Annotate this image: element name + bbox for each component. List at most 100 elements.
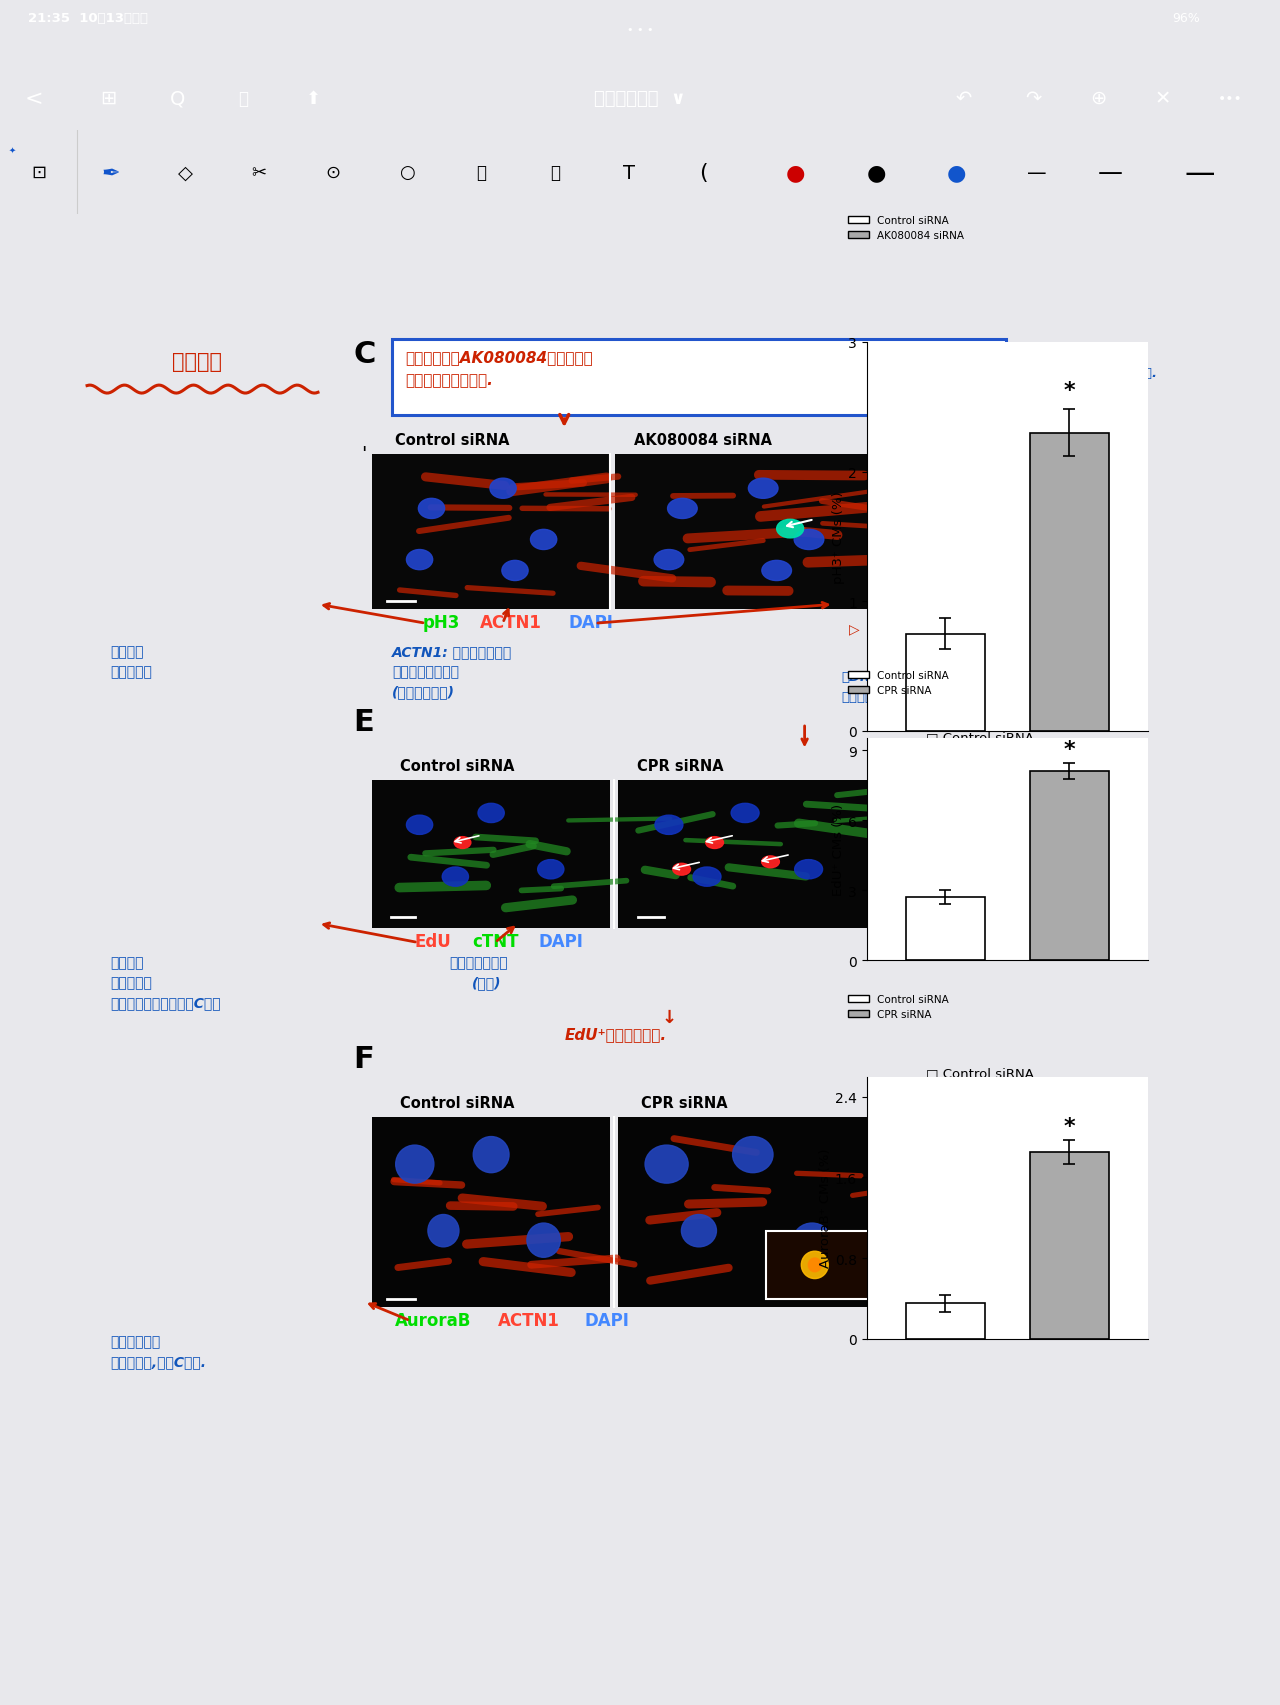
Ellipse shape [794, 1224, 831, 1258]
Text: □ Control siRNA: □ Control siRNA [925, 731, 1034, 743]
Text: Control siRNA: Control siRNA [399, 1095, 515, 1110]
Bar [767, 1231, 874, 1299]
Bar [1030, 433, 1108, 731]
Text: 用于活细胞和固定C的染色: 用于活细胞和固定C的染色 [841, 691, 940, 704]
Text: •••: ••• [1219, 92, 1243, 106]
Ellipse shape [794, 530, 824, 551]
Text: cTNT: cTNT [472, 933, 518, 951]
Text: DAPI: DAPI [568, 614, 613, 633]
Bar [1030, 1153, 1108, 1338]
Ellipse shape [538, 859, 564, 880]
Text: (同上): (同上) [472, 975, 502, 991]
Text: ▪ AK080084 siRNA: ▪ AK080084 siRNA [925, 372, 1050, 385]
Text: 的荧光染料: 的荧光染料 [110, 975, 152, 991]
Ellipse shape [681, 1214, 717, 1246]
Text: ↶: ↶ [956, 89, 972, 107]
Text: F: F [353, 1043, 374, 1072]
Text: *: * [1064, 1117, 1075, 1137]
Ellipse shape [762, 561, 791, 581]
Text: 基因敬除后,: 基因敬除后, [1039, 523, 1085, 535]
Text: ⊞: ⊞ [100, 89, 116, 107]
Ellipse shape [777, 520, 804, 539]
Ellipse shape [477, 803, 504, 824]
Ellipse shape [795, 859, 823, 880]
Text: 小抗RNA用于基因敬除。: 小抗RNA用于基因敬除。 [1043, 423, 1147, 436]
Text: ↓: ↓ [1043, 404, 1056, 419]
Bar [1030, 772, 1108, 962]
Text: ACTN1: ACTN1 [498, 1311, 559, 1328]
Ellipse shape [654, 551, 684, 571]
Text: 分裂细胞形: 分裂细胞形 [110, 665, 152, 679]
Y-axis label: EdU⁺ CMs (%): EdU⁺ CMs (%) [832, 803, 845, 895]
Text: ◇: ◇ [178, 164, 192, 182]
Ellipse shape [527, 1224, 561, 1258]
Text: —: — [1098, 160, 1123, 186]
Text: CPR siRNA: CPR siRNA [641, 1095, 728, 1110]
Ellipse shape [645, 1146, 689, 1183]
Ellipse shape [762, 856, 780, 868]
Text: 🔖: 🔖 [238, 89, 248, 107]
Ellipse shape [749, 479, 778, 500]
Text: E: E [353, 708, 374, 737]
Text: *: * [1064, 380, 1075, 401]
Ellipse shape [731, 803, 759, 824]
Text: ✒: ✒ [101, 164, 120, 182]
FancyBboxPatch shape [392, 339, 1006, 416]
Ellipse shape [668, 500, 698, 520]
Text: ⬆: ⬆ [306, 89, 320, 107]
Text: 举例提问: 举例提问 [172, 351, 221, 372]
Text: AK080084 siRNA: AK080084 siRNA [634, 433, 772, 448]
Bar [618, 781, 872, 929]
Ellipse shape [732, 1137, 773, 1173]
Ellipse shape [673, 864, 690, 876]
Ellipse shape [801, 1251, 828, 1279]
Ellipse shape [502, 561, 529, 581]
Text: 📷: 📷 [550, 164, 561, 182]
Text: 细胞摄瓦: 细胞摄瓦 [110, 957, 143, 970]
Bar [616, 455, 884, 610]
Text: 21:35  10月13日周四: 21:35 10月13日周四 [28, 12, 147, 26]
Text: —: — [1184, 159, 1215, 188]
Bar [372, 1117, 611, 1308]
Text: C: C [353, 339, 376, 368]
Text: ACTN1: 心肌细胞标志物: ACTN1: 心肌细胞标志物 [392, 644, 512, 658]
Text: ↓: ↓ [662, 1008, 676, 1026]
Text: 有利于心肌C增殖.: 有利于心肌C增殖. [1039, 540, 1111, 554]
Ellipse shape [655, 815, 684, 835]
Text: Q: Q [170, 89, 186, 107]
Text: ●: ● [946, 164, 966, 182]
Ellipse shape [808, 1258, 822, 1272]
Ellipse shape [474, 1137, 509, 1173]
Text: Control siRNA: Control siRNA [399, 759, 515, 774]
Text: EdU⁺荧光细胞比例.: EdU⁺荧光细胞比例. [564, 1026, 667, 1042]
Bar [906, 899, 984, 962]
Text: ▪ CPR siRNA: ▪ CPR siRNA [925, 1086, 1009, 1100]
Text: Control siRNA: Control siRNA [396, 433, 509, 448]
Text: DAPI: DAPI [538, 933, 582, 951]
Ellipse shape [490, 479, 516, 500]
Text: 有显著差异: 有显著差异 [1050, 489, 1089, 503]
Text: DAPI: DAPI [584, 1311, 630, 1328]
Y-axis label: AuroraB⁺ CMs (%): AuroraB⁺ CMs (%) [819, 1147, 832, 1267]
Text: ↷: ↷ [1025, 89, 1042, 107]
Ellipse shape [396, 1146, 434, 1183]
Text: pH3: pH3 [422, 614, 460, 633]
Text: 同上结果.: 同上结果. [1039, 1190, 1082, 1205]
Legend: Control siRNA, AK080084 siRNA: Control siRNA, AK080084 siRNA [844, 211, 968, 246]
Text: 履白脱离题,代表C增殖.: 履白脱离题,代表C增殖. [110, 1354, 206, 1367]
Legend: Control siRNA, CPR siRNA: Control siRNA, CPR siRNA [844, 991, 952, 1025]
Text: 同上结果: 同上结果 [1039, 835, 1076, 851]
Ellipse shape [428, 1214, 460, 1246]
Text: 用于定位心肌细胞: 用于定位心肌细胞 [392, 665, 458, 679]
Ellipse shape [407, 551, 433, 571]
Text: T: T [623, 164, 635, 182]
Ellipse shape [407, 815, 433, 835]
Text: ✦: ✦ [9, 145, 15, 153]
Text: —: — [1027, 164, 1046, 182]
Text: ⊡: ⊡ [31, 164, 46, 182]
Text: 对照组.: 对照组. [1050, 348, 1078, 361]
Text: 🖼: 🖼 [476, 164, 486, 182]
Text: 处于有丝: 处于有丝 [110, 644, 143, 658]
Bar [906, 1304, 984, 1338]
Text: ⊙: ⊙ [325, 164, 340, 182]
